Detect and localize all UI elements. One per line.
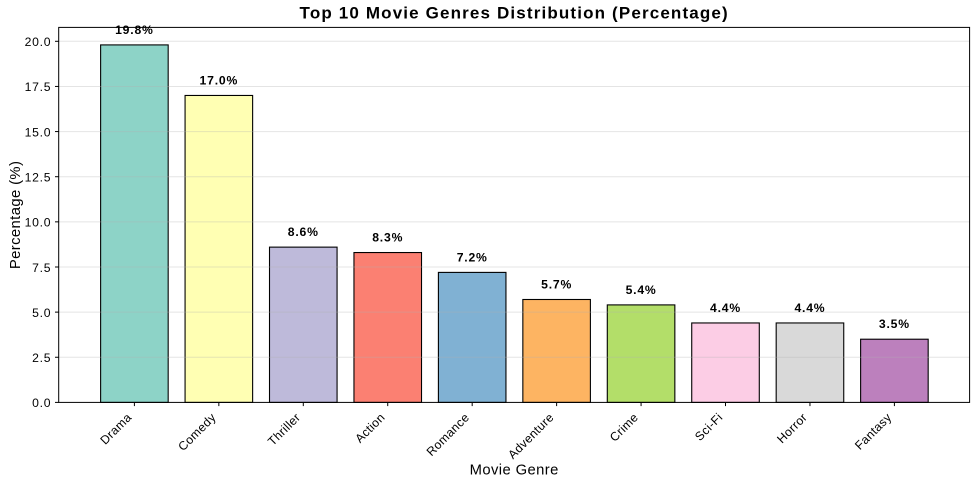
svg-text:5.0: 5.0	[32, 306, 51, 320]
svg-text:4.4%: 4.4%	[794, 301, 825, 315]
svg-text:Percentage (%): Percentage (%)	[8, 161, 24, 269]
svg-text:5.7%: 5.7%	[541, 277, 572, 291]
svg-text:0.0: 0.0	[32, 396, 51, 410]
svg-text:15.0: 15.0	[25, 125, 52, 139]
svg-text:Top 10 Movie Genres Distributi: Top 10 Movie Genres Distribution (Percen…	[300, 3, 729, 22]
svg-text:7.2%: 7.2%	[457, 250, 488, 264]
svg-text:8.6%: 8.6%	[288, 225, 319, 239]
svg-text:Movie Genre: Movie Genre	[470, 463, 559, 479]
svg-text:3.5%: 3.5%	[879, 317, 910, 331]
svg-text:8.3%: 8.3%	[372, 231, 403, 245]
svg-text:12.5: 12.5	[25, 171, 52, 185]
svg-text:17.0%: 17.0%	[200, 73, 239, 87]
svg-text:19.8%: 19.8%	[115, 23, 154, 37]
svg-text:4.4%: 4.4%	[710, 301, 741, 315]
svg-text:20.0: 20.0	[25, 35, 52, 49]
svg-text:5.4%: 5.4%	[626, 283, 657, 297]
svg-text:7.5: 7.5	[32, 261, 51, 275]
svg-text:2.5: 2.5	[32, 351, 51, 365]
svg-text:10.0: 10.0	[25, 216, 52, 230]
svg-text:17.5: 17.5	[25, 80, 52, 94]
